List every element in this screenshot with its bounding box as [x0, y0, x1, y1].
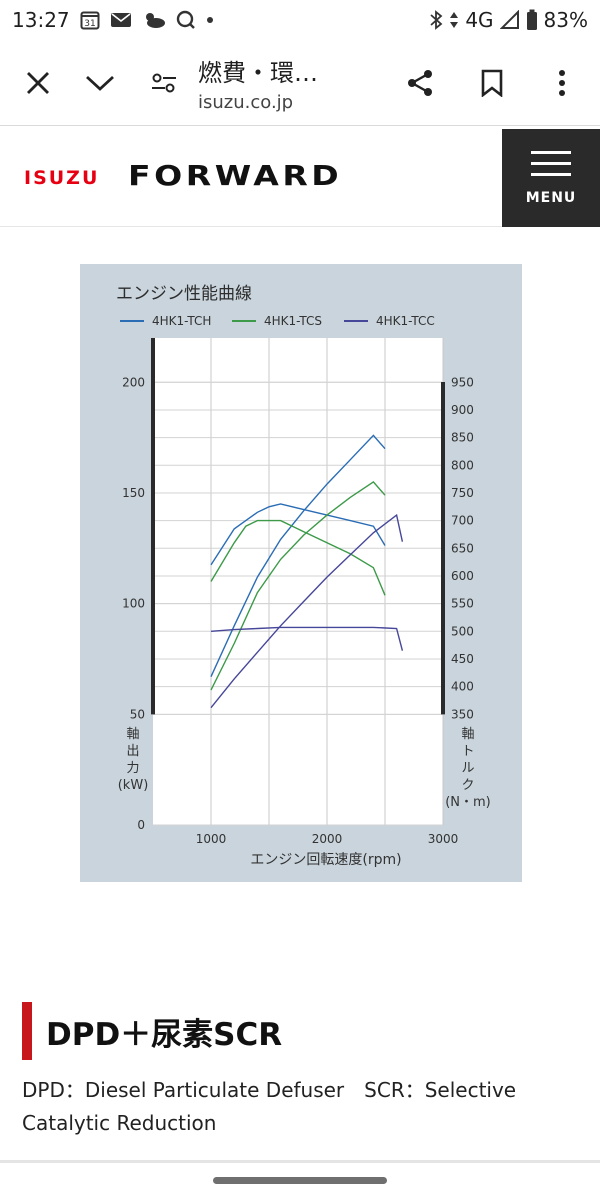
y-right-tick-label: 550 — [451, 597, 474, 611]
status-bar: 13:27 31 4G 83% — [0, 0, 600, 40]
legend-item-tcs: 4HK1-TCS — [232, 314, 344, 328]
y-right-tick-label: 950 — [451, 375, 474, 389]
legend-label: 4HK1-TCS — [264, 314, 323, 328]
hamburger-icon — [531, 150, 571, 176]
forward-logo[interactable]: FORWARD — [128, 159, 343, 192]
page-title: 燃費・環… — [198, 58, 318, 87]
url-block[interactable]: 燃費・環… isuzu.co.jp — [190, 53, 394, 113]
bluetooth-icon — [429, 10, 443, 30]
close-tab-button[interactable] — [12, 57, 64, 109]
y-right-tick-label: 900 — [451, 403, 474, 417]
legend-label: 4HK1-TCH — [152, 314, 212, 328]
bookmark-icon — [481, 69, 503, 97]
isuzu-logo[interactable]: ISUZU — [24, 167, 100, 189]
data-arrows-icon — [449, 10, 459, 30]
engine-performance-chart: 1000 2000 3000 350 400 450 500 550 600 650 700 750 8… — [80, 264, 522, 882]
weather-icon — [142, 10, 166, 30]
network-type: 4G — [465, 8, 494, 32]
y-left-tick-label: 200 — [122, 375, 145, 389]
series-line-4hk1-tch-torque — [210, 503, 386, 566]
minimize-button[interactable] — [74, 57, 126, 109]
y-axis-left-label: 軸 出 力 (kW) — [117, 727, 149, 793]
legend-swatch — [120, 320, 144, 322]
calendar-icon: 31 — [80, 10, 100, 30]
browser-toolbar: 燃費・環… isuzu.co.jp — [0, 40, 600, 126]
more-options-button[interactable] — [536, 57, 588, 109]
y-right-tick-label: 750 — [451, 486, 474, 500]
menu-label: MENU — [525, 189, 577, 206]
legend-swatch — [344, 320, 368, 322]
page-domain: isuzu.co.jp — [198, 91, 294, 113]
mail-icon — [110, 11, 132, 29]
series-line-4hk1-tch-power — [210, 434, 386, 677]
section-body: DPD：Diesel Particulate Defuser SCR：Selec… — [22, 1078, 517, 1135]
y-right-tick-label: 500 — [451, 624, 474, 638]
plot-area — [153, 338, 443, 825]
y-right-tick-label: 650 — [451, 541, 474, 555]
legend-label: 4HK1-TCC — [376, 314, 435, 328]
bookmark-button[interactable] — [466, 57, 518, 109]
legend-swatch — [232, 320, 256, 322]
x-tick-label: 1000 — [196, 832, 227, 846]
share-icon — [408, 69, 432, 96]
y-right-tick-label: 450 — [451, 652, 474, 666]
y-right-tick-label: 400 — [451, 680, 474, 694]
tune-icon — [152, 73, 176, 92]
heading-accent-bar — [22, 1002, 32, 1060]
series-line-4hk1-tcc-torque — [210, 626, 404, 651]
y-right-tick-label: 850 — [451, 431, 474, 445]
section-heading: DPD＋尿素SCR — [22, 1002, 282, 1060]
menu-button[interactable]: MENU — [502, 129, 600, 227]
notification-dot-icon — [206, 16, 214, 24]
site-settings-button[interactable] — [138, 57, 190, 109]
chart-canvas: 1000 2000 30003504004505005506006507007508… — [122, 338, 474, 846]
legend-item-tcc: 4HK1-TCC — [344, 314, 456, 328]
site-header: ISUZU FORWARD MENU — [0, 129, 600, 227]
gesture-navigation-bar[interactable] — [213, 1177, 387, 1184]
series-line-4hk1-tcc-power — [210, 513, 404, 709]
y-right-tick-label: 350 — [451, 707, 474, 721]
y-left-tick-label: 0 — [137, 818, 145, 832]
more-vertical-icon — [559, 69, 565, 96]
x-axis-label: エンジン回転速度(rpm) — [250, 852, 402, 868]
battery-level: 83% — [543, 8, 588, 32]
y-right-tick-label: 600 — [451, 569, 474, 583]
battery-icon — [526, 9, 538, 31]
series-line-4hk1-tcs-torque — [210, 519, 386, 596]
series-line-4hk1-tcs-power — [210, 480, 386, 691]
clock: 13:27 — [12, 8, 70, 32]
y-right-tick-label: 700 — [451, 514, 474, 528]
signal-icon — [499, 10, 520, 30]
share-button[interactable] — [394, 57, 446, 109]
close-icon — [27, 71, 49, 94]
x-tick-label: 2000 — [312, 832, 343, 846]
x-tick-label: 3000 — [428, 832, 459, 846]
assistant-icon — [176, 10, 196, 30]
legend-item-tch: 4HK1-TCH — [120, 314, 232, 328]
heading-text: DPD＋尿素SCR — [46, 1016, 283, 1053]
y-left-tick-label: 50 — [130, 707, 145, 721]
y-axis-right-label: 軸 ト ル ク (N・m) — [445, 727, 491, 810]
chart-legend: 4HK1-TCH 4HK1-TCS 4HK1-TCC — [120, 314, 456, 328]
y-left-tick-label: 150 — [122, 486, 145, 500]
y-right-tick-label: 800 — [451, 458, 474, 472]
chart-title: エンジン性能曲線 — [116, 284, 252, 304]
chevron-down-icon — [86, 75, 114, 91]
y-left-tick-label: 100 — [122, 597, 145, 611]
calendar-day: 31 — [84, 19, 95, 29]
bottom-divider — [0, 1160, 600, 1163]
